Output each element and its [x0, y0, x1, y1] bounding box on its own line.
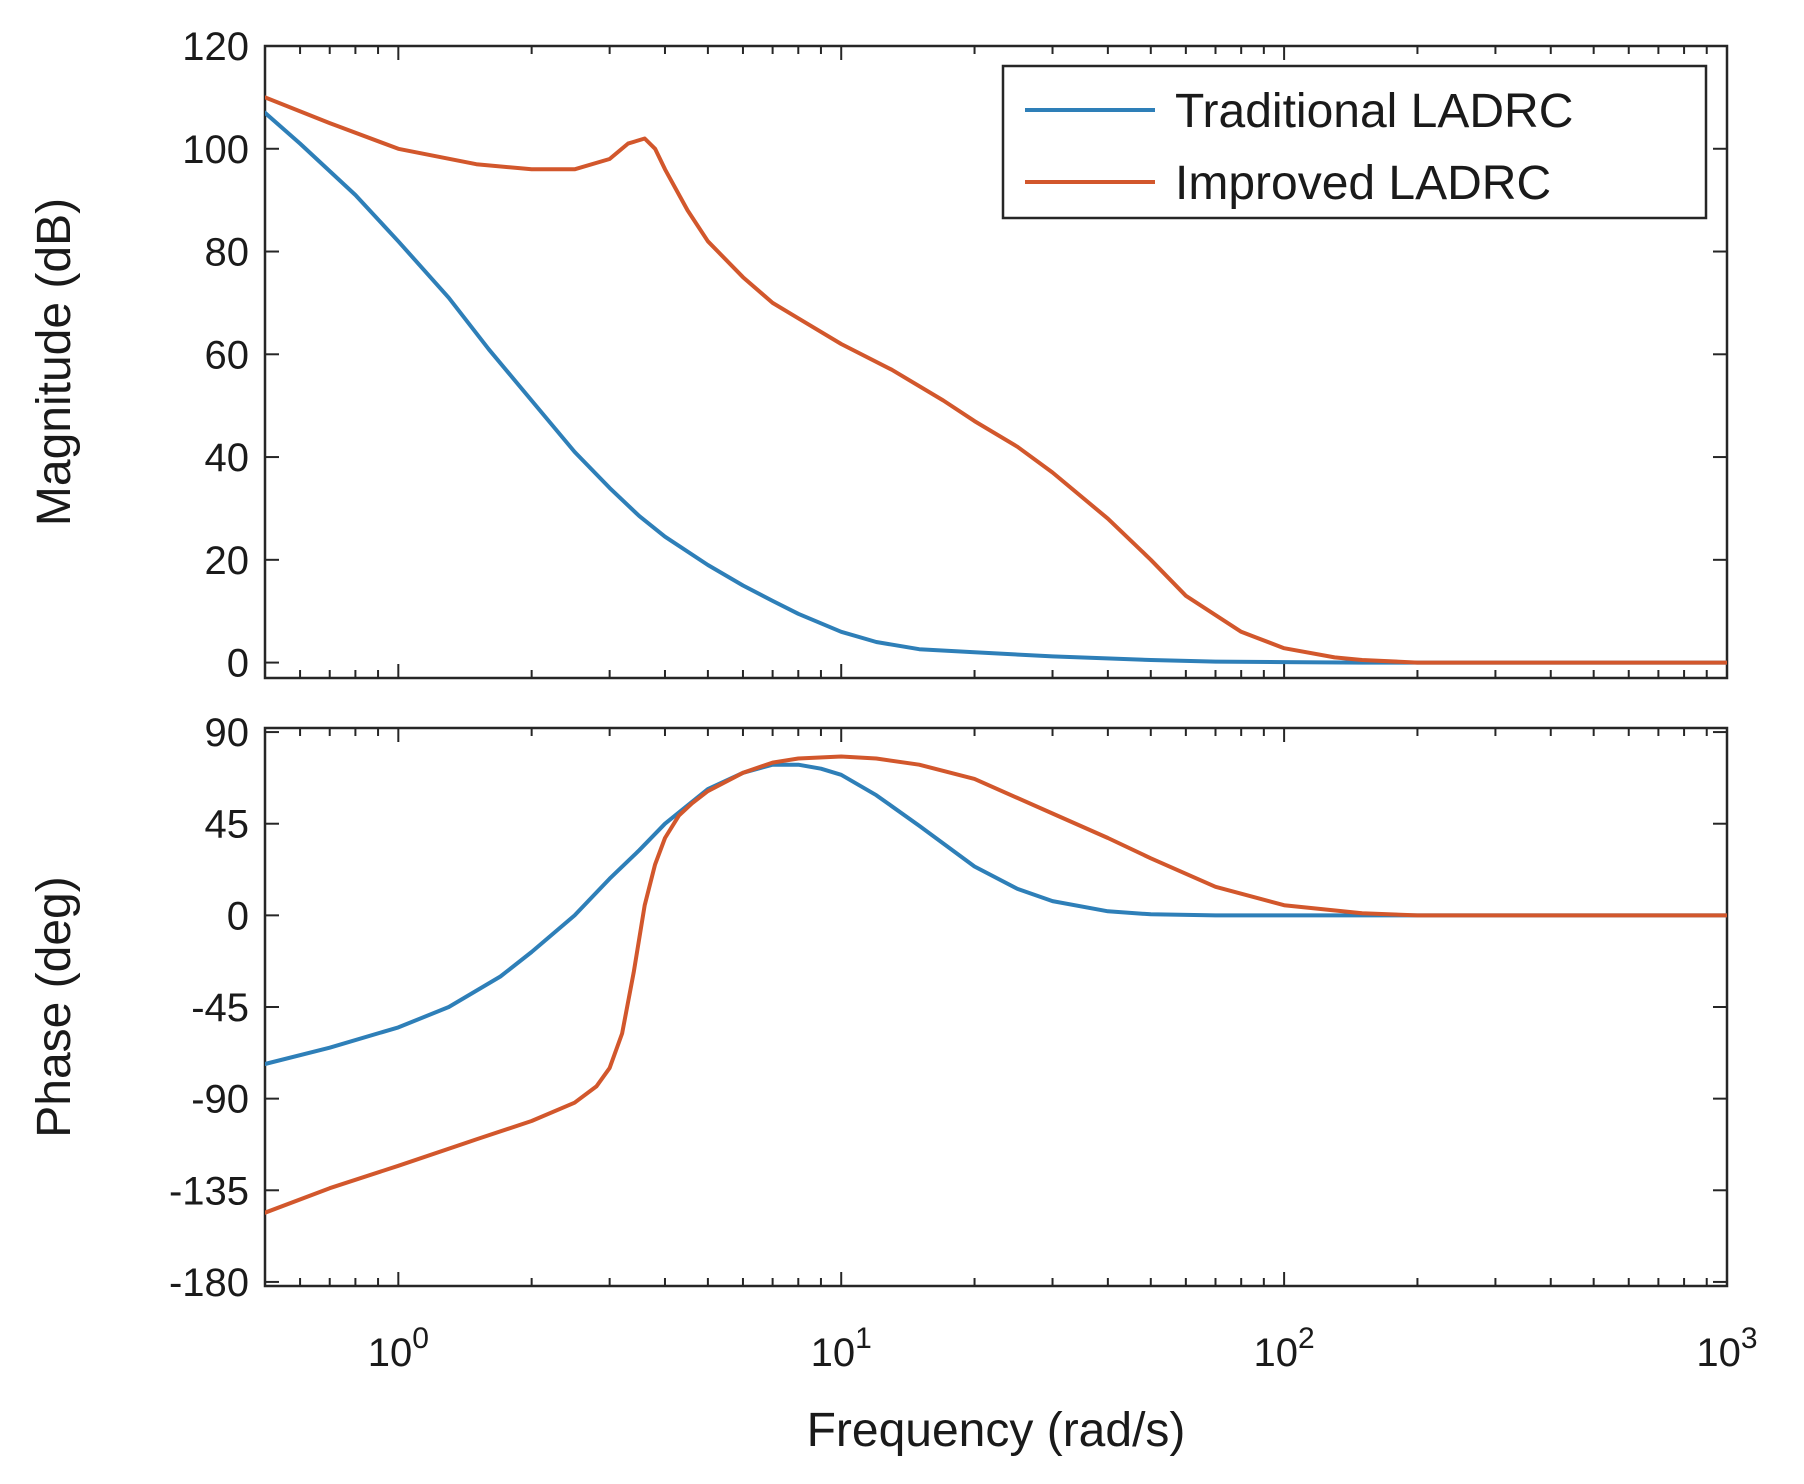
y-tick-label: -180	[169, 1261, 249, 1305]
plot-frame	[263, 44, 1729, 680]
x-tick-label: 103	[1696, 1322, 1757, 1375]
y-tick-label: 40	[205, 436, 250, 480]
y-tick-label: 120	[182, 25, 249, 69]
series-line-traditional-ladrc	[265, 762, 1727, 1066]
series-line-improved-ladrc	[265, 754, 1727, 1215]
x-axis-label: Frequency (rad/s)	[807, 1404, 1186, 1457]
x-tick-label: 102	[1254, 1322, 1315, 1375]
series-line-improved-ladrc	[265, 95, 1727, 665]
x-tick-label: 100	[368, 1322, 429, 1375]
y-tick-label: 90	[205, 711, 250, 755]
series-line-traditional-ladrc	[265, 110, 1727, 665]
y-tick-label: 60	[205, 333, 250, 377]
y-axis-label: Phase (deg)	[28, 876, 81, 1138]
y-tick-label: 100	[182, 128, 249, 172]
y-tick-label: 80	[205, 231, 250, 275]
y-axis-label: Magnitude (dB)	[28, 198, 81, 526]
y-tick-label: 0	[227, 642, 249, 686]
magnitude-panel: 0 20 40 60 80 100 120 Magnitude (dB)	[28, 25, 1729, 686]
y-tick-label: 45	[205, 803, 250, 847]
x-tick-label: 101	[811, 1322, 872, 1375]
y-tick-label: -45	[191, 986, 249, 1030]
plot-frame	[263, 726, 1729, 1288]
y-tick-label: 20	[205, 539, 250, 583]
legend-label: Improved LADRC	[1175, 157, 1551, 210]
y-tick-label: 0	[227, 894, 249, 938]
legend: Traditional LADRC Improved LADRC	[1001, 64, 1708, 220]
y-tick-label: -90	[191, 1078, 249, 1122]
legend-label: Traditional LADRC	[1175, 85, 1573, 138]
phase-panel: -180 -135 -90 -45 0 45 90 Phase (deg) 100 101 102 1…	[28, 711, 1758, 1457]
y-tick-label: -135	[169, 1169, 249, 1213]
legend-box	[1001, 64, 1708, 220]
